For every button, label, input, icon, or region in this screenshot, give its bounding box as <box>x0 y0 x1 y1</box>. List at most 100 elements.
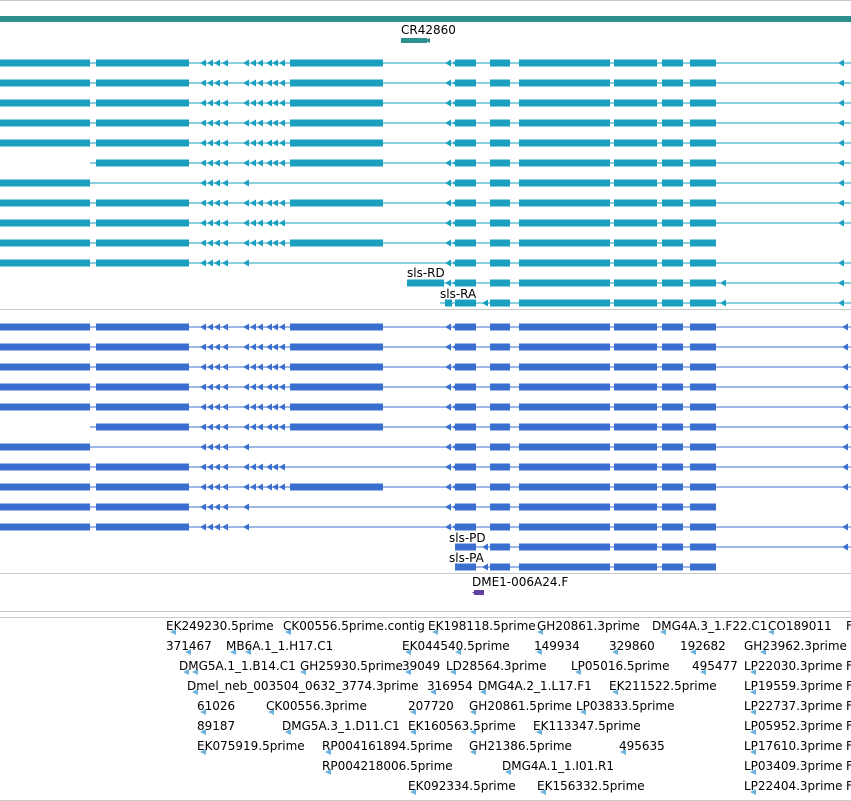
exon-block <box>519 463 610 471</box>
est-arrow-icon <box>750 769 756 775</box>
est-label[interactable]: 89187 <box>197 719 236 733</box>
est-label[interactable]: 149934 <box>534 639 580 653</box>
strand-arrow-icon <box>222 119 228 127</box>
exon-block <box>96 199 189 207</box>
est-label[interactable]: F <box>846 719 851 733</box>
est-label[interactable]: LP05016.5prime <box>571 659 670 673</box>
est-label[interactable]: LP22404.3prime <box>744 779 843 793</box>
strand-arrow-icon <box>200 159 206 167</box>
est-label[interactable]: 495477 <box>692 659 738 673</box>
est-label[interactable]: DMG4A.1_1.I01.R1 <box>502 759 615 773</box>
est-label[interactable]: GH23962.3prime <box>744 639 847 653</box>
separator-top <box>0 0 851 1</box>
est-label[interactable]: GH20861.3prime <box>537 619 640 633</box>
est-label[interactable]: F <box>846 699 851 713</box>
est-label[interactable]: GH20861.5prime <box>469 699 572 713</box>
strand-arrow-icon <box>266 79 272 87</box>
est-label[interactable]: CO189011 <box>768 619 832 633</box>
est-label[interactable]: EK075919.5prime <box>197 739 305 753</box>
strand-arrow-icon <box>200 99 206 107</box>
exon-block <box>690 343 716 351</box>
strand-arrow-icon <box>214 119 220 127</box>
est-label[interactable]: LP17610.3prime <box>744 739 843 753</box>
est-label[interactable]: EK211522.5prime <box>609 679 717 693</box>
sls-pd-label[interactable]: sls-PD <box>449 531 486 545</box>
est-label[interactable]: 371467 <box>166 639 212 653</box>
est-label[interactable]: F <box>846 759 851 773</box>
strand-arrow-icon <box>200 179 206 187</box>
est-label[interactable]: F <box>846 659 851 673</box>
strand-arrow-icon <box>842 323 848 331</box>
est-label[interactable]: LP05952.3prime <box>744 719 843 733</box>
strand-arrow-icon <box>445 79 451 87</box>
est-label[interactable]: RP004218006.5prime <box>322 759 453 773</box>
est-label[interactable]: 207720 <box>408 699 454 713</box>
strand-arrow-icon <box>842 483 848 491</box>
sls-pa-label[interactable]: sls-PA <box>449 551 484 565</box>
exon-block <box>662 503 683 511</box>
est-label[interactable]: 39049 <box>402 659 441 673</box>
est-label[interactable]: EK160563.5prime <box>408 719 516 733</box>
dme-label[interactable]: DME1-006A24.F <box>472 575 569 589</box>
ncrna-label[interactable]: CR42860 <box>401 23 456 37</box>
exon-block <box>690 543 716 551</box>
est-label[interactable]: F <box>846 779 851 793</box>
sls-ra-label[interactable]: sls-RA <box>440 287 477 301</box>
exon-block <box>690 523 716 531</box>
exon-block <box>690 503 716 511</box>
strand-arrow-icon <box>222 199 228 207</box>
exon-block <box>662 79 683 87</box>
est-label[interactable]: DMG5A.3_1.D11.C1 <box>282 719 400 733</box>
est-arrow-icon <box>750 789 756 795</box>
est-label[interactable]: F <box>846 679 851 693</box>
est-label[interactable]: 329860 <box>609 639 655 653</box>
est-label[interactable]: DMG5A.1_1.B14.C1 <box>179 659 296 673</box>
exon-block <box>490 343 510 351</box>
est-label[interactable]: LP03409.3prime <box>744 759 843 773</box>
est-label[interactable]: 316954 <box>427 679 473 693</box>
est-label[interactable]: GH25930.5prime <box>300 659 403 673</box>
est-label[interactable]: 495635 <box>619 739 665 753</box>
est-label[interactable]: MB6A.1_1.H17.C1 <box>226 639 334 653</box>
est-label[interactable]: F <box>846 739 851 753</box>
exon-block <box>455 99 476 107</box>
est-label[interactable]: CK00556.3prime <box>266 699 367 713</box>
est-label[interactable]: EK249230.5prime <box>166 619 274 633</box>
est-label[interactable]: LP22737.3prime <box>744 699 843 713</box>
est-label[interactable]: CK00556.5prime.contig <box>283 619 425 633</box>
strand-arrow-icon <box>279 119 285 127</box>
est-label[interactable]: EK198118.5prime <box>428 619 536 633</box>
est-label[interactable]: DMG4A.2_1.L17.F1 <box>478 679 592 693</box>
strand-arrow-icon <box>445 323 451 331</box>
est-label[interactable]: EK113347.5prime <box>533 719 641 733</box>
est-arrow-icon <box>536 729 542 735</box>
est-label[interactable]: LP03833.5prime <box>576 699 675 713</box>
est-label[interactable]: 192682 <box>680 639 726 653</box>
exon-block <box>614 543 657 551</box>
exon-block <box>490 179 510 187</box>
exon-block <box>96 139 189 147</box>
exon-block <box>0 323 90 331</box>
est-label[interactable]: DMG4A.3_1.F22.C1 <box>652 619 768 633</box>
est-label[interactable]: 61026 <box>197 699 236 713</box>
est-arrow-icon <box>245 649 251 655</box>
sls-rd-label[interactable]: sls-RD <box>407 266 445 280</box>
exon-block <box>662 159 683 167</box>
est-label[interactable]: RP004161894.5prime <box>322 739 453 753</box>
exon-block <box>490 219 510 227</box>
est-arrow-icon <box>750 669 756 675</box>
est-label[interactable]: LP19559.3prime <box>744 679 843 693</box>
est-label[interactable]: LP22030.3prime <box>744 659 843 673</box>
est-label[interactable]: GH21386.5prime <box>469 739 572 753</box>
est-label[interactable]: EK092334.5prime <box>408 779 516 793</box>
exon-block <box>662 383 683 391</box>
gene-span-bar[interactable] <box>0 16 851 22</box>
est-label[interactable]: Dmel_neb_003504_0632_3774.3prime <box>187 679 419 693</box>
exon-block <box>662 259 683 267</box>
strand-arrow-icon <box>257 59 263 67</box>
est-label[interactable]: EK044540.5prime <box>402 639 510 653</box>
exon-block <box>455 119 476 127</box>
est-label[interactable]: LD28564.3prime <box>446 659 547 673</box>
est-label[interactable]: F <box>846 619 851 633</box>
est-label[interactable]: EK156332.5prime <box>537 779 645 793</box>
